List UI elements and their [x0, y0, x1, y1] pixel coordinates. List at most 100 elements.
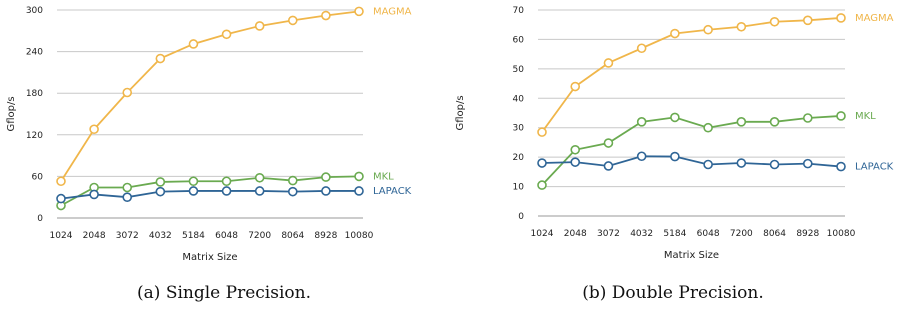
series-label: MAGMA: [855, 13, 894, 24]
data-point: [636, 151, 647, 162]
data-point: [802, 113, 813, 123]
data-point: [155, 53, 166, 64]
x-tick-label: 3072: [116, 231, 139, 241]
x-tick-label: 8064: [281, 231, 304, 241]
x-axis-label: Matrix Size: [664, 250, 719, 261]
data-point: [670, 151, 680, 162]
data-point: [122, 87, 133, 98]
y-tick-label: 240: [26, 48, 43, 58]
data-point: [321, 186, 331, 196]
x-tick-label: 5184: [663, 229, 686, 239]
data-point: [122, 182, 133, 193]
x-axis-label: Matrix Size: [182, 252, 237, 263]
data-point: [254, 186, 265, 196]
series-line: [541, 115, 842, 186]
data-point: [769, 117, 780, 127]
x-tick-label: 2048: [83, 231, 106, 241]
data-point: [570, 144, 581, 155]
x-tick-label: 8928: [796, 229, 819, 239]
data-point: [736, 117, 747, 127]
series-label: LAPACK: [373, 186, 412, 197]
y-tick-label: 50: [513, 65, 525, 75]
data-point: [736, 21, 747, 32]
data-point: [221, 176, 232, 187]
data-point: [570, 157, 581, 167]
data-point: [287, 15, 298, 26]
data-point: [736, 158, 747, 168]
data-point: [221, 29, 232, 40]
x-tick-label: 3072: [597, 229, 620, 239]
data-point: [836, 13, 846, 23]
data-point: [354, 171, 364, 182]
x-tick-label: 6048: [697, 229, 720, 239]
data-point: [89, 189, 99, 200]
data-point: [537, 158, 547, 168]
data-point: [769, 16, 780, 27]
series-line: [60, 190, 359, 200]
y-tick-label: 70: [513, 6, 525, 16]
chart-single-precision: 0 60 120 180 240 300 1024 2048 3072 4032 5184 6048 7…: [6, 6, 412, 263]
data-point: [836, 161, 846, 172]
data-point: [56, 176, 66, 187]
x-tick-label: 6048: [215, 231, 238, 241]
x-tick-label: 1024: [50, 231, 73, 241]
y-tick-label: 120: [26, 131, 43, 141]
data-point: [670, 112, 680, 123]
data-point: [188, 186, 199, 196]
series-label: MAGMA: [373, 6, 412, 17]
data-point: [221, 186, 232, 196]
y-tick-label: 20: [513, 153, 525, 163]
series-label: MKL: [373, 171, 394, 182]
data-point: [89, 124, 99, 135]
y-tick-label: 180: [26, 89, 43, 99]
y-tick-label: 30: [513, 124, 525, 134]
data-point: [636, 43, 647, 54]
y-tick-label: 0: [37, 214, 43, 224]
data-point: [354, 6, 364, 17]
y-axis-label: Gflop/s: [455, 95, 466, 130]
x-tick-label: 1024: [531, 229, 554, 239]
data-point: [537, 127, 547, 137]
data-point: [188, 176, 199, 187]
series-line: [60, 10, 360, 182]
x-tick-label: 7200: [248, 231, 271, 241]
data-point: [703, 159, 713, 170]
data-point: [670, 28, 680, 39]
x-tick-label: 10080: [345, 231, 374, 241]
chart-caption: (b) Double Precision.: [582, 283, 764, 303]
x-tick-label: 8928: [314, 231, 337, 241]
chart-panel-double-precision: 0 10 20 30 40 50 60 70 1024 2048 3072 4032 5184 6048 7…: [449, 0, 897, 320]
x-tick-label: 5184: [182, 231, 205, 241]
data-point: [254, 172, 265, 183]
y-tick-label: 60: [513, 35, 525, 45]
data-point: [287, 175, 298, 186]
data-point: [537, 180, 547, 190]
x-tick-label: 10080: [827, 229, 856, 239]
series-line: [60, 175, 360, 207]
data-point: [188, 39, 199, 49]
x-tick-label: 7200: [730, 229, 753, 239]
y-axis-label: Gflop/s: [6, 96, 17, 131]
data-point: [603, 138, 614, 148]
series-line: [541, 155, 842, 168]
data-point: [836, 111, 846, 121]
chart-panel-single-precision: 0 60 120 180 240 300 1024 2048 3072 4032 5184 6048 7…: [0, 0, 448, 320]
data-point: [287, 186, 298, 197]
series-line: [541, 17, 842, 133]
data-point: [155, 186, 166, 197]
x-tick-label: 8064: [763, 229, 786, 239]
data-point: [703, 122, 713, 133]
data-point: [769, 159, 780, 170]
data-point: [603, 58, 614, 68]
y-tick-label: 60: [32, 172, 44, 182]
data-point: [802, 158, 813, 169]
data-point: [570, 81, 581, 92]
data-point: [155, 177, 166, 187]
data-point: [802, 15, 813, 26]
data-point: [703, 24, 713, 35]
data-point: [56, 193, 66, 204]
series-label: MKL: [855, 111, 876, 122]
data-point: [122, 192, 133, 202]
y-tick-label: 300: [26, 6, 43, 16]
y-tick-label: 10: [513, 183, 525, 193]
